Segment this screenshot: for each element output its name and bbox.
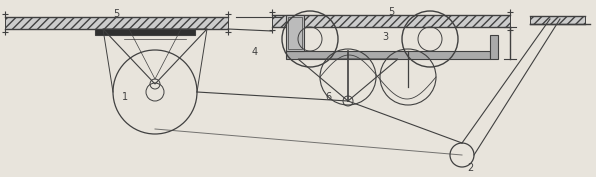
Bar [95,29,195,35]
Bar [490,35,498,59]
Bar [288,17,302,49]
Bar [286,15,304,51]
Text: 5: 5 [388,7,394,17]
Bar [286,51,490,59]
Text: 3: 3 [382,32,388,42]
Bar [272,15,510,27]
Text: 5: 5 [113,9,120,19]
Text: 6: 6 [325,92,331,102]
Text: 4: 4 [252,47,258,57]
Text: 2: 2 [467,163,473,173]
Bar [5,17,228,29]
Text: 1: 1 [122,92,128,102]
Bar [530,16,585,24]
